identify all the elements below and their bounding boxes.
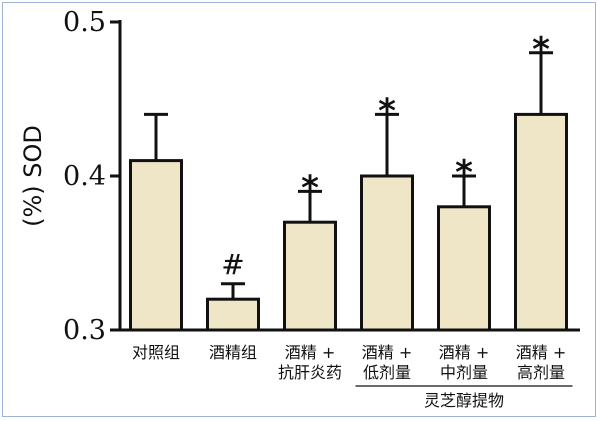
bar — [283, 220, 337, 332]
y-tick-label: 0.4 — [63, 161, 106, 192]
significance-star: * — [378, 91, 396, 131]
category-label: 酒精 + — [516, 343, 567, 362]
significance-star: * — [301, 168, 319, 208]
category-label: 中剂量 — [440, 363, 488, 382]
category-label: 对照组 — [132, 343, 180, 362]
category-label: 酒精 + — [285, 343, 336, 362]
bar — [437, 205, 491, 332]
bar — [206, 297, 260, 332]
category-label: 酒精组 — [209, 343, 257, 362]
bar — [514, 112, 568, 332]
y-tick-label: 0.3 — [63, 315, 106, 346]
category-label: 酒精 + — [362, 343, 413, 362]
group-label: 灵芝醇提物 — [424, 391, 504, 410]
significance-star: * — [532, 30, 550, 70]
category-label: 高剂量 — [517, 363, 565, 382]
chart-frame — [2, 2, 596, 417]
category-label: 低剂量 — [363, 363, 411, 382]
y-axis-label: (%) SOD — [19, 125, 47, 227]
bar — [360, 174, 414, 332]
category-label: 抗肝炎药 — [278, 363, 342, 382]
bars: # * * * * — [129, 30, 568, 332]
bar — [129, 159, 183, 332]
significance-hash: # — [221, 248, 244, 281]
significance-star: * — [455, 153, 473, 193]
category-label: 酒精 + — [439, 343, 490, 362]
y-axis: 0.3 0.4 0.5 — [63, 7, 580, 346]
y-tick-label: 0.5 — [63, 7, 106, 38]
